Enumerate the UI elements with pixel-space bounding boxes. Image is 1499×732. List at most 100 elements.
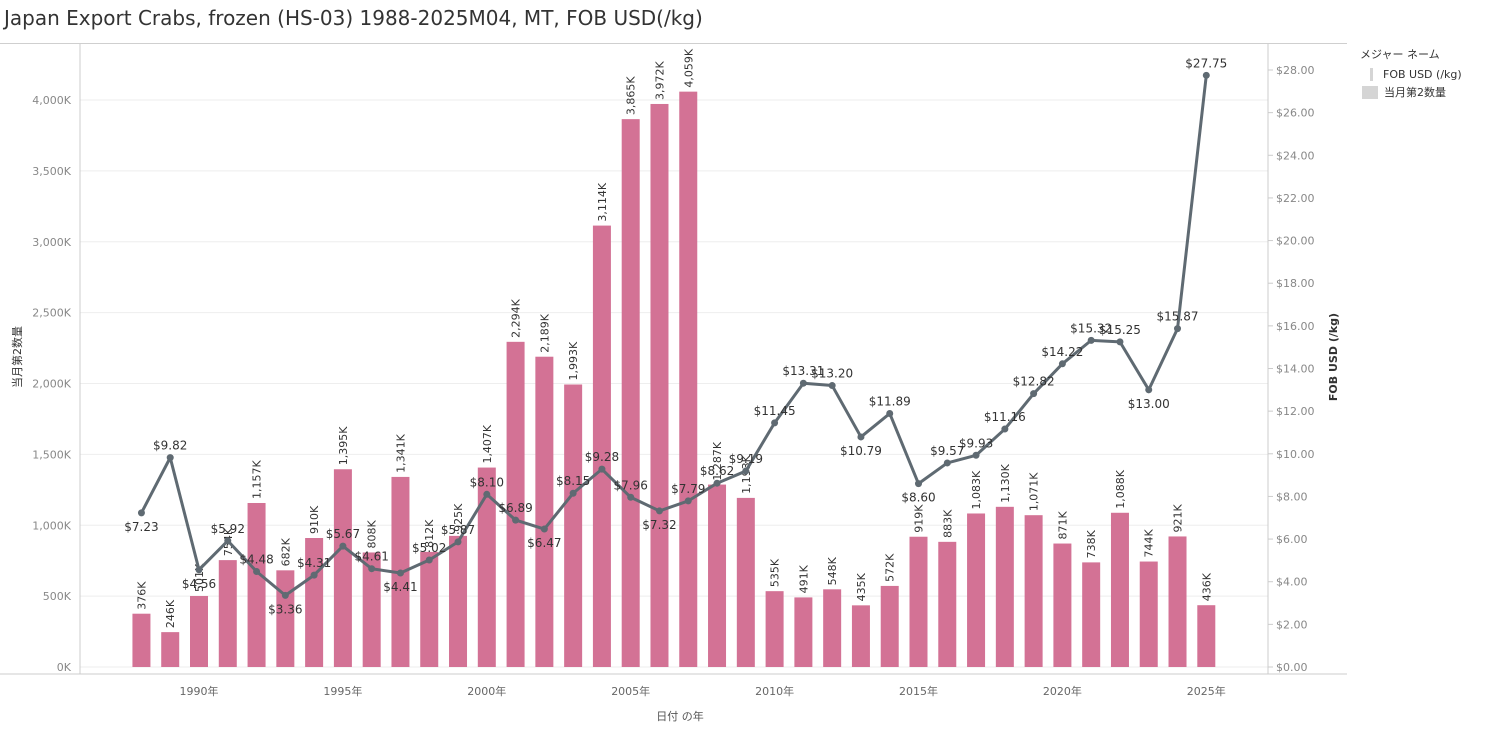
bar [1139,561,1158,667]
bar [132,613,151,667]
bar-data-label: 1,407K [481,424,494,463]
left-tick-label: 1,000K [32,519,71,532]
price-data-label: $8.60 [901,491,935,505]
price-data-label: $8.10 [470,475,504,489]
bar [1197,605,1216,667]
left-tick-label: 1,500K [32,448,71,461]
price-data-label: $7.79 [671,482,705,496]
price-point [339,542,347,550]
bar-data-label: 1,395K [337,426,350,465]
bar-data-label: 491K [797,564,810,593]
bar [650,103,669,668]
x-tick-label: 2000年 [467,684,506,698]
bar [592,225,611,667]
price-point [454,538,462,546]
bar [708,484,727,667]
bar [621,119,640,668]
bar [794,597,813,667]
bar-data-label: 919K [913,504,926,533]
price-point [713,479,721,487]
price-point [684,497,692,505]
x-tick-label: 2010年 [755,684,794,698]
price-data-label: $8.62 [700,464,734,478]
bar [190,595,208,667]
legend-item-fob[interactable]: FOB USD (/kg) [1362,68,1462,81]
price-data-label: $5.87 [441,523,475,537]
left-tick-label: 3,000K [32,236,71,249]
price-point [655,507,663,515]
left-tick-label: 500K [43,590,72,603]
bar [1168,536,1187,667]
price-data-label: $13.00 [1128,397,1170,411]
price-data-label: $13.20 [811,367,853,381]
x-axis-title: 日付 の年 [656,709,704,723]
right-tick-label: $16.00 [1276,320,1315,333]
bar [938,541,957,667]
line-swatch-icon [1370,68,1373,81]
x-tick-label: 2015年 [899,684,938,698]
bar-data-label: 738K [1085,529,1098,558]
bar-data-label: 744K [1143,529,1156,558]
bar [535,356,554,667]
bar [247,502,266,667]
legend-label-quantity: 当月第2数量 [1384,86,1446,99]
price-data-label: $15.32 [1070,321,1112,335]
right-tick-label: $26.00 [1276,107,1315,120]
x-tick-label: 1990年 [180,684,219,698]
price-point [828,382,836,390]
bar [995,506,1014,667]
bar [765,591,784,667]
legend-item-quantity[interactable]: 当月第2数量 [1362,84,1462,100]
bar [823,589,842,667]
left-axis-title: 当月第2数量 [10,326,24,388]
bar-data-label: 1,130K [999,463,1012,502]
bar [967,513,986,667]
price-data-label: $5.92 [211,522,245,536]
bar-swatch-icon [1362,85,1378,99]
bar [362,552,381,667]
bar [477,467,496,667]
price-data-label: $15.87 [1157,310,1199,324]
right-tick-label: $20.00 [1276,235,1315,248]
bar-data-label: 812K [423,519,436,548]
price-data-label: $9.28 [585,450,619,464]
bar-data-label: 1,993K [567,341,580,380]
price-point [368,565,376,573]
bar-data-label: 376K [135,581,148,610]
price-data-label: $9.19 [729,452,763,466]
right-tick-label: $28.00 [1276,64,1315,77]
right-tick-label: $22.00 [1276,192,1315,205]
left-tick-label: 2,000K [32,378,71,391]
bar [1024,515,1043,667]
price-point [195,566,203,574]
price-point [1058,360,1066,368]
right-tick-label: $10.00 [1276,448,1315,461]
left-tick-label: 0K [57,661,72,674]
price-point [857,433,865,441]
bar [333,469,352,667]
price-point [483,490,491,498]
price-point [396,569,404,577]
price-point [771,419,779,427]
bar [1110,512,1129,667]
price-data-label: $4.48 [239,552,273,566]
bar-data-label: 1,341K [394,433,407,472]
price-data-label: $14.22 [1041,345,1083,359]
right-tick-label: $24.00 [1276,149,1315,162]
right-tick-label: $0.00 [1276,661,1308,674]
bar [506,341,525,667]
bar-data-label: 548K [826,556,839,585]
bar-data-label: 246K [164,599,177,628]
price-point [1202,71,1210,79]
bar-data-label: 435K [855,572,868,601]
bar [880,585,899,667]
bar [736,497,755,667]
price-data-label: $11.45 [754,404,796,418]
bar-data-label: 436K [1200,572,1213,601]
right-tick-label: $4.00 [1276,576,1308,589]
x-tick-label: 2020年 [1043,684,1082,698]
right-tick-label: $8.00 [1276,490,1308,503]
price-data-label: $8.15 [556,474,590,488]
price-data-label: $4.56 [182,577,216,591]
